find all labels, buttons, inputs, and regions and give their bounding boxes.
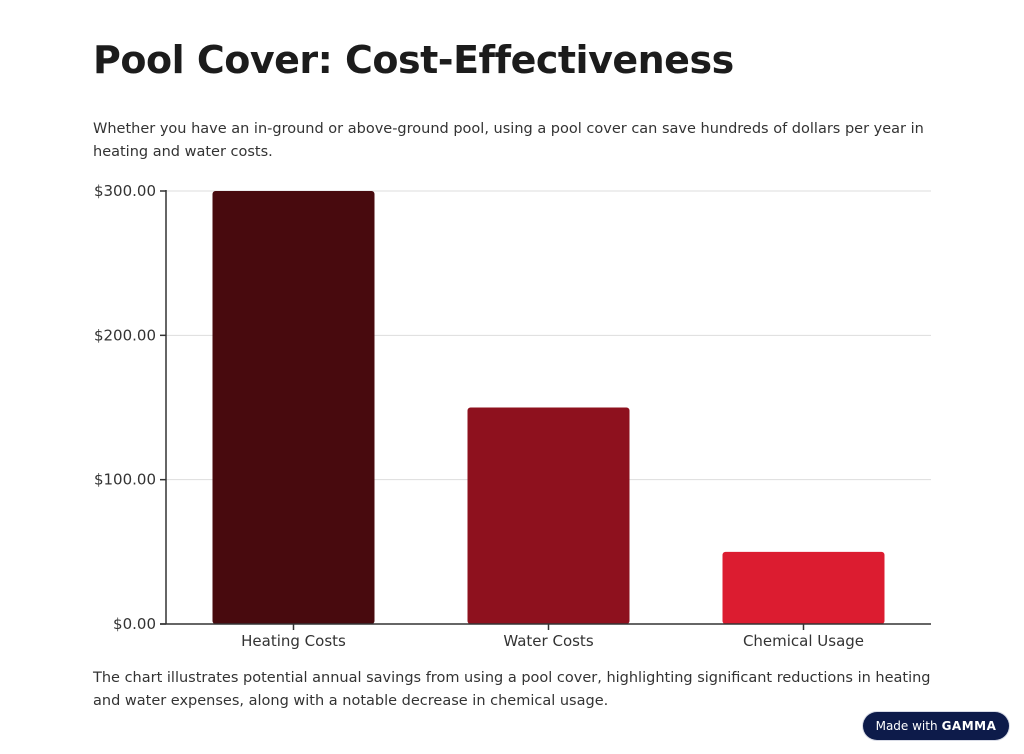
x-tick-label: Water Costs xyxy=(503,632,593,650)
badge-prefix: Made with xyxy=(875,719,938,733)
bar-chemical-usage xyxy=(722,551,885,624)
axes xyxy=(160,190,931,625)
y-tick-label: $200.00 xyxy=(94,326,156,344)
page-title: Pool Cover: Cost-Effectiveness xyxy=(93,38,734,82)
bar-water-costs xyxy=(467,407,630,624)
gamma-logo: GAMMA xyxy=(941,719,997,733)
bars xyxy=(212,191,885,624)
made-with-gamma-badge[interactable]: Made with GAMMA xyxy=(863,712,1009,740)
y-ticks: $0.00 $100.00 $200.00 $300.00 xyxy=(94,182,166,633)
y-tick-label: $100.00 xyxy=(94,471,156,489)
page-subtitle: Whether you have an in-ground or above-g… xyxy=(93,121,924,160)
x-tick-label: Heating Costs xyxy=(241,632,346,650)
y-tick-label: $300.00 xyxy=(94,182,156,200)
chart-caption: The chart illustrates potential annual s… xyxy=(93,670,931,709)
x-tick-label: Chemical Usage xyxy=(743,632,864,650)
bar-heating-costs xyxy=(212,191,375,624)
y-tick-label: $0.00 xyxy=(113,615,156,633)
x-ticks: Heating Costs Water Costs Chemical Usage xyxy=(241,624,864,650)
